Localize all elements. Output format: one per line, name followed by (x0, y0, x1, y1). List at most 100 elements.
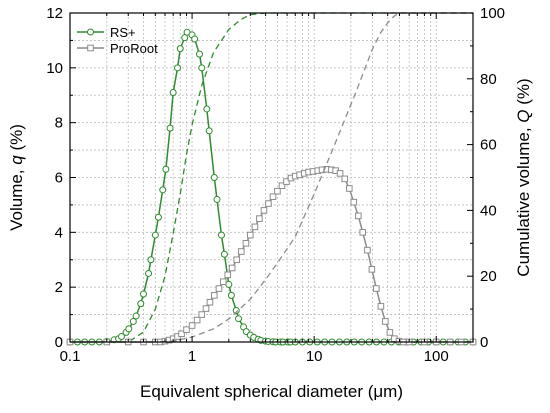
y-left-tick-label: 4 (55, 224, 63, 241)
y-right-title-pre: Cumulative volume, (514, 123, 533, 277)
data-point-proroot (373, 285, 380, 292)
data-point-proroot (359, 229, 367, 236)
y-right-tick-label: 20 (480, 268, 497, 285)
data-point-proroot (251, 223, 259, 231)
data-point-rs-plus (220, 250, 228, 258)
data-point-proroot (274, 187, 281, 195)
data-point-proroot (364, 246, 371, 254)
data-point-rs-plus (166, 124, 174, 132)
data-point-proroot (260, 207, 268, 214)
data-point-rs-plus (145, 269, 153, 277)
data-point-rs-plus (198, 64, 206, 72)
x-tick-label: 10 (306, 348, 323, 365)
data-point-rs-plus (125, 325, 133, 333)
y-left-tick-label: 2 (55, 279, 63, 296)
y-left-title-italic: q (7, 155, 26, 165)
data-point-proroot (341, 175, 349, 183)
x-tick-label: 0.1 (60, 348, 81, 365)
legend-label-rs-plus: RS+ (110, 25, 136, 40)
data-point-proroot (206, 298, 214, 306)
data-point-rs-plus (227, 291, 235, 299)
tick-labels: 0.1 1 10 100 0 2 4 6 8 10 12 0 20 40 60 80 100 (46, 5, 505, 365)
y-left-tick-label: 0 (55, 334, 63, 351)
data-point-rs-plus (174, 64, 182, 72)
y-left-title-pre: Volume, (7, 165, 26, 231)
data-point-rs-plus (137, 300, 145, 308)
y-right-title-post: (%) (514, 78, 533, 109)
data-point-proroot (350, 198, 358, 206)
y-axis-left-title: Volume, q (%) (7, 124, 26, 231)
data-point-proroot (247, 231, 254, 239)
data-point-proroot (269, 193, 277, 200)
y-left-tick-label: 10 (46, 60, 63, 77)
data-point-proroot (215, 285, 223, 292)
data-point-proroot (228, 264, 236, 272)
data-point-proroot (233, 256, 241, 264)
data-point-rs-plus (205, 127, 213, 135)
y-left-tick-label: 8 (55, 115, 63, 132)
y-left-tick-label: 6 (55, 170, 63, 187)
y-left-tick-label: 12 (46, 5, 63, 22)
data-point-rs-plus (210, 174, 218, 181)
series-line-rs-plus (70, 31, 473, 343)
data-point-proroot (198, 311, 206, 318)
x-tick-label: 100 (424, 348, 449, 365)
data-point-proroot (242, 240, 250, 247)
data-point-rs-plus (232, 306, 240, 314)
data-point-proroot (368, 266, 376, 273)
data-point-rs-plus (132, 312, 140, 320)
y-right-tick-label: 40 (480, 202, 497, 219)
series-line-proroot-cumulative (70, 12, 473, 343)
legend: RS+ ProRoot (77, 25, 158, 56)
data-point-rs-plus (159, 186, 167, 194)
data-point-proroot (265, 200, 272, 207)
data-point-proroot (202, 305, 210, 312)
data-point-proroot (355, 212, 362, 220)
data-point-proroot (278, 182, 286, 190)
data-point-proroot (377, 303, 385, 310)
data-point-proroot (178, 330, 185, 338)
data-point-proroot (193, 316, 201, 324)
y-left-title-post: (%) (7, 124, 26, 155)
ticks (69, 12, 474, 343)
data-point-rs-plus (213, 195, 221, 203)
legend-label-proroot: ProRoot (110, 41, 158, 56)
data-point-proroot (188, 322, 196, 329)
data-point-proroot (256, 215, 263, 222)
data-point-rs-plus (225, 280, 233, 288)
data-point-rs-plus (117, 333, 125, 341)
legend-marker-proroot (87, 44, 94, 52)
y-right-tick-label: 0 (480, 334, 488, 351)
y-right-tick-label: 80 (480, 71, 497, 88)
series-line-rs-plus-cumulative (70, 12, 473, 343)
data-point-proroot (346, 185, 353, 192)
y-axis-right-title: Cumulative volume, Q (%) (514, 78, 533, 276)
data-point-proroot (386, 329, 394, 336)
x-axis-title: Equivalent spherical diameter (μm) (140, 382, 403, 401)
data-point-rs-plus (191, 35, 199, 43)
data-point-rs-plus (176, 45, 184, 53)
data-point-proroot (224, 271, 232, 279)
grid (70, 13, 473, 342)
x-tick-label: 1 (188, 348, 196, 365)
data-point-rs-plus (154, 213, 162, 221)
data-point-rs-plus (217, 231, 225, 239)
data-point-rs-plus (140, 290, 148, 298)
data-point-proroot (237, 248, 245, 255)
data-point-rs-plus (235, 315, 243, 323)
legend-marker-rs-plus (87, 28, 94, 36)
y-right-title-italic: Q (514, 109, 533, 122)
data-point-rs-plus (169, 89, 177, 97)
data-point-proroot (283, 178, 290, 185)
y-right-tick-label: 60 (480, 137, 497, 154)
data-point-proroot (336, 170, 344, 177)
data-point-rs-plus (162, 165, 170, 173)
data-point-proroot (210, 292, 218, 299)
data-point-rs-plus (129, 317, 137, 325)
data-point-rs-plus (203, 105, 211, 113)
data-point-proroot (219, 278, 227, 285)
data-point-rs-plus (147, 256, 155, 264)
data-point-proroot (183, 326, 190, 333)
data-point-rs-plus (195, 50, 203, 58)
